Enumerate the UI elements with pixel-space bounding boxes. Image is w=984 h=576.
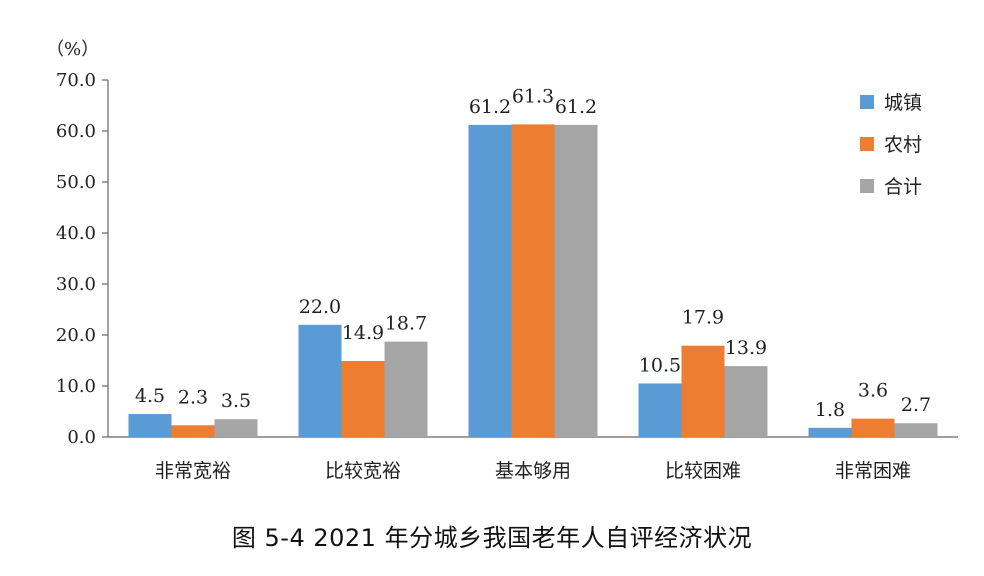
bar (511, 124, 555, 438)
bar (808, 427, 852, 437)
data-label: 4.5 (135, 385, 165, 407)
x-category-label: 基本够用 (495, 460, 571, 482)
legend-label: 城镇 (884, 92, 922, 114)
y-tick-label: 70.0 (56, 70, 96, 91)
bar (851, 418, 895, 437)
y-tick-label: 40.0 (56, 223, 96, 244)
data-label: 10.5 (639, 354, 681, 376)
y-tick-label: 0.0 (67, 427, 96, 448)
bar (214, 419, 258, 437)
y-tick-label: 20.0 (56, 325, 96, 346)
x-category-label: 非常困难 (835, 460, 911, 482)
data-label: 61.2 (555, 96, 597, 118)
data-label: 13.9 (725, 337, 767, 359)
data-label: 61.2 (469, 96, 511, 118)
x-category-label: 比较困难 (665, 460, 741, 482)
legend-swatch (860, 179, 874, 193)
data-label: 1.8 (815, 399, 845, 421)
legend-label: 农村 (884, 134, 922, 156)
data-label: 2.7 (901, 394, 931, 416)
data-label: 17.9 (682, 307, 724, 329)
data-label: 18.7 (385, 313, 427, 335)
data-label: 3.5 (221, 390, 251, 412)
legend-swatch (860, 137, 874, 151)
data-label: 2.3 (178, 386, 208, 408)
bar (384, 341, 428, 437)
bar (298, 324, 342, 437)
bar (724, 366, 768, 437)
bar (894, 423, 938, 437)
bar (128, 414, 172, 437)
bar (468, 124, 512, 437)
legend-label: 合计 (884, 176, 922, 198)
data-label: 3.6 (858, 380, 888, 402)
data-label: 61.3 (512, 85, 554, 107)
bar (638, 383, 682, 437)
legend-swatch (860, 95, 874, 109)
figure-caption: 图 5-4 2021 年分城乡我国老年人自评经济状况 (231, 524, 753, 552)
y-tick-label: 60.0 (56, 121, 96, 142)
bar-chart: （%） 0.0 10.0 20.0 30.0 40.0 50.0 60.0 70.0 4.5 2.3… (46, 39, 958, 482)
bar (681, 345, 725, 437)
bar (171, 425, 215, 437)
y-axis-unit-label: （%） (46, 39, 99, 60)
x-category-label: 比较宽裕 (325, 460, 401, 482)
y-tick-label: 30.0 (56, 274, 96, 295)
x-category-label: 非常宽裕 (155, 460, 231, 482)
y-tick-label: 50.0 (56, 172, 96, 193)
y-tick-label: 10.0 (56, 376, 96, 397)
bar (341, 361, 385, 437)
bar (554, 124, 598, 437)
data-label: 14.9 (342, 322, 384, 344)
data-label: 22.0 (299, 296, 341, 318)
